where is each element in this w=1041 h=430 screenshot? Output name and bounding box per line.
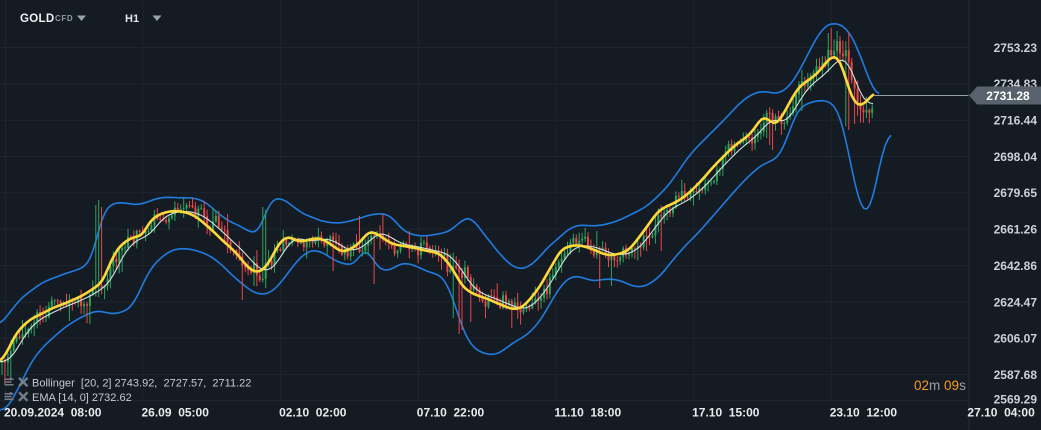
- svg-text:2679.65: 2679.65: [994, 186, 1038, 200]
- svg-text:2716.44: 2716.44: [994, 114, 1038, 128]
- svg-text:2606.07: 2606.07: [994, 332, 1038, 346]
- svg-text:2587.68: 2587.68: [994, 368, 1038, 382]
- svg-text:26.09 05:00: 26.09 05:00: [142, 406, 210, 420]
- svg-text:2731.28: 2731.28: [986, 89, 1030, 103]
- svg-text:23.10 12:00: 23.10 12:00: [830, 406, 898, 420]
- svg-text:17.10 15:00: 17.10 15:00: [692, 406, 760, 420]
- svg-text:Bollinger [20, 2] 2743.92, 2: Bollinger [20, 2] 2743.92, 2727.57, 2711…: [32, 378, 251, 390]
- svg-text:2661.26: 2661.26: [994, 223, 1038, 237]
- svg-text:2624.47: 2624.47: [994, 295, 1038, 309]
- svg-text:2753.23: 2753.23: [994, 41, 1038, 55]
- svg-text:27.10 04:00: 27.10 04:00: [967, 406, 1035, 420]
- svg-text:2642.86: 2642.86: [994, 259, 1038, 273]
- svg-text:11.10 18:00: 11.10 18:00: [554, 406, 621, 420]
- svg-text:07.10 22:00: 07.10 22:00: [417, 406, 485, 420]
- svg-text:2698.04: 2698.04: [994, 150, 1038, 164]
- svg-text:EMA [14, 0] 2732.62: EMA [14, 0] 2732.62: [32, 392, 132, 404]
- svg-text:02.10 02:00: 02.10 02:00: [279, 406, 347, 420]
- svg-text:CFD: CFD: [55, 14, 73, 23]
- svg-text:20.09.2024 08:00: 20.09.2024 08:00: [4, 406, 102, 420]
- svg-text:2569.29: 2569.29: [994, 392, 1038, 406]
- svg-text:02m 09s: 02m 09s: [914, 378, 966, 393]
- svg-text:H1: H1: [125, 13, 139, 25]
- svg-text:GOLD: GOLD: [20, 13, 54, 25]
